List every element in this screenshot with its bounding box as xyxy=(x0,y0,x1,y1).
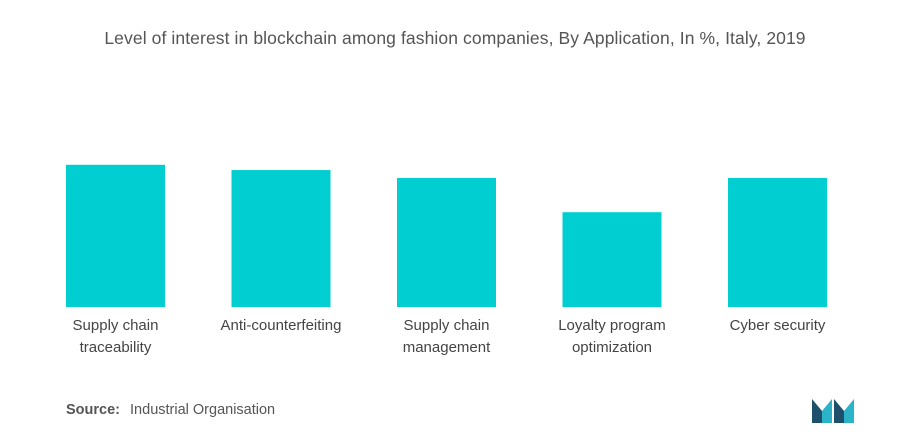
category-label-line: Anti-counterfeiting xyxy=(221,317,342,334)
source-text: Industrial Organisation xyxy=(130,402,276,418)
category-label-line: Loyalty program xyxy=(558,317,666,334)
bars-group xyxy=(66,164,827,307)
bar-4 xyxy=(728,177,827,307)
category-label-3: Loyalty program optimization xyxy=(558,317,666,356)
category-labels-group: Supply chain traceability Anti-counterfeit… xyxy=(73,317,826,356)
source-note: Source: Industrial Organisation xyxy=(66,402,275,418)
chart-title: Level of interest in blockchain among fa… xyxy=(104,28,806,48)
category-label-line: management xyxy=(403,339,491,356)
bar-3 xyxy=(562,212,662,307)
source-label: Source: xyxy=(66,402,120,418)
mordor-intelligence-logo-icon xyxy=(812,399,854,423)
bar-2 xyxy=(397,177,496,307)
category-label-4: Cyber security xyxy=(730,317,826,334)
category-label-line: Supply chain xyxy=(73,317,159,334)
bar-0 xyxy=(66,164,165,307)
category-label-line: Supply chain xyxy=(404,317,490,334)
category-label-line: Cyber security xyxy=(730,317,826,334)
category-label-0: Supply chain traceability xyxy=(73,317,159,356)
category-label-1: Anti-counterfeiting xyxy=(221,317,342,334)
category-label-2: Supply chain management xyxy=(403,317,491,356)
category-label-line: traceability xyxy=(80,339,152,356)
bar-1 xyxy=(231,170,331,307)
category-label-line: optimization xyxy=(572,339,652,356)
